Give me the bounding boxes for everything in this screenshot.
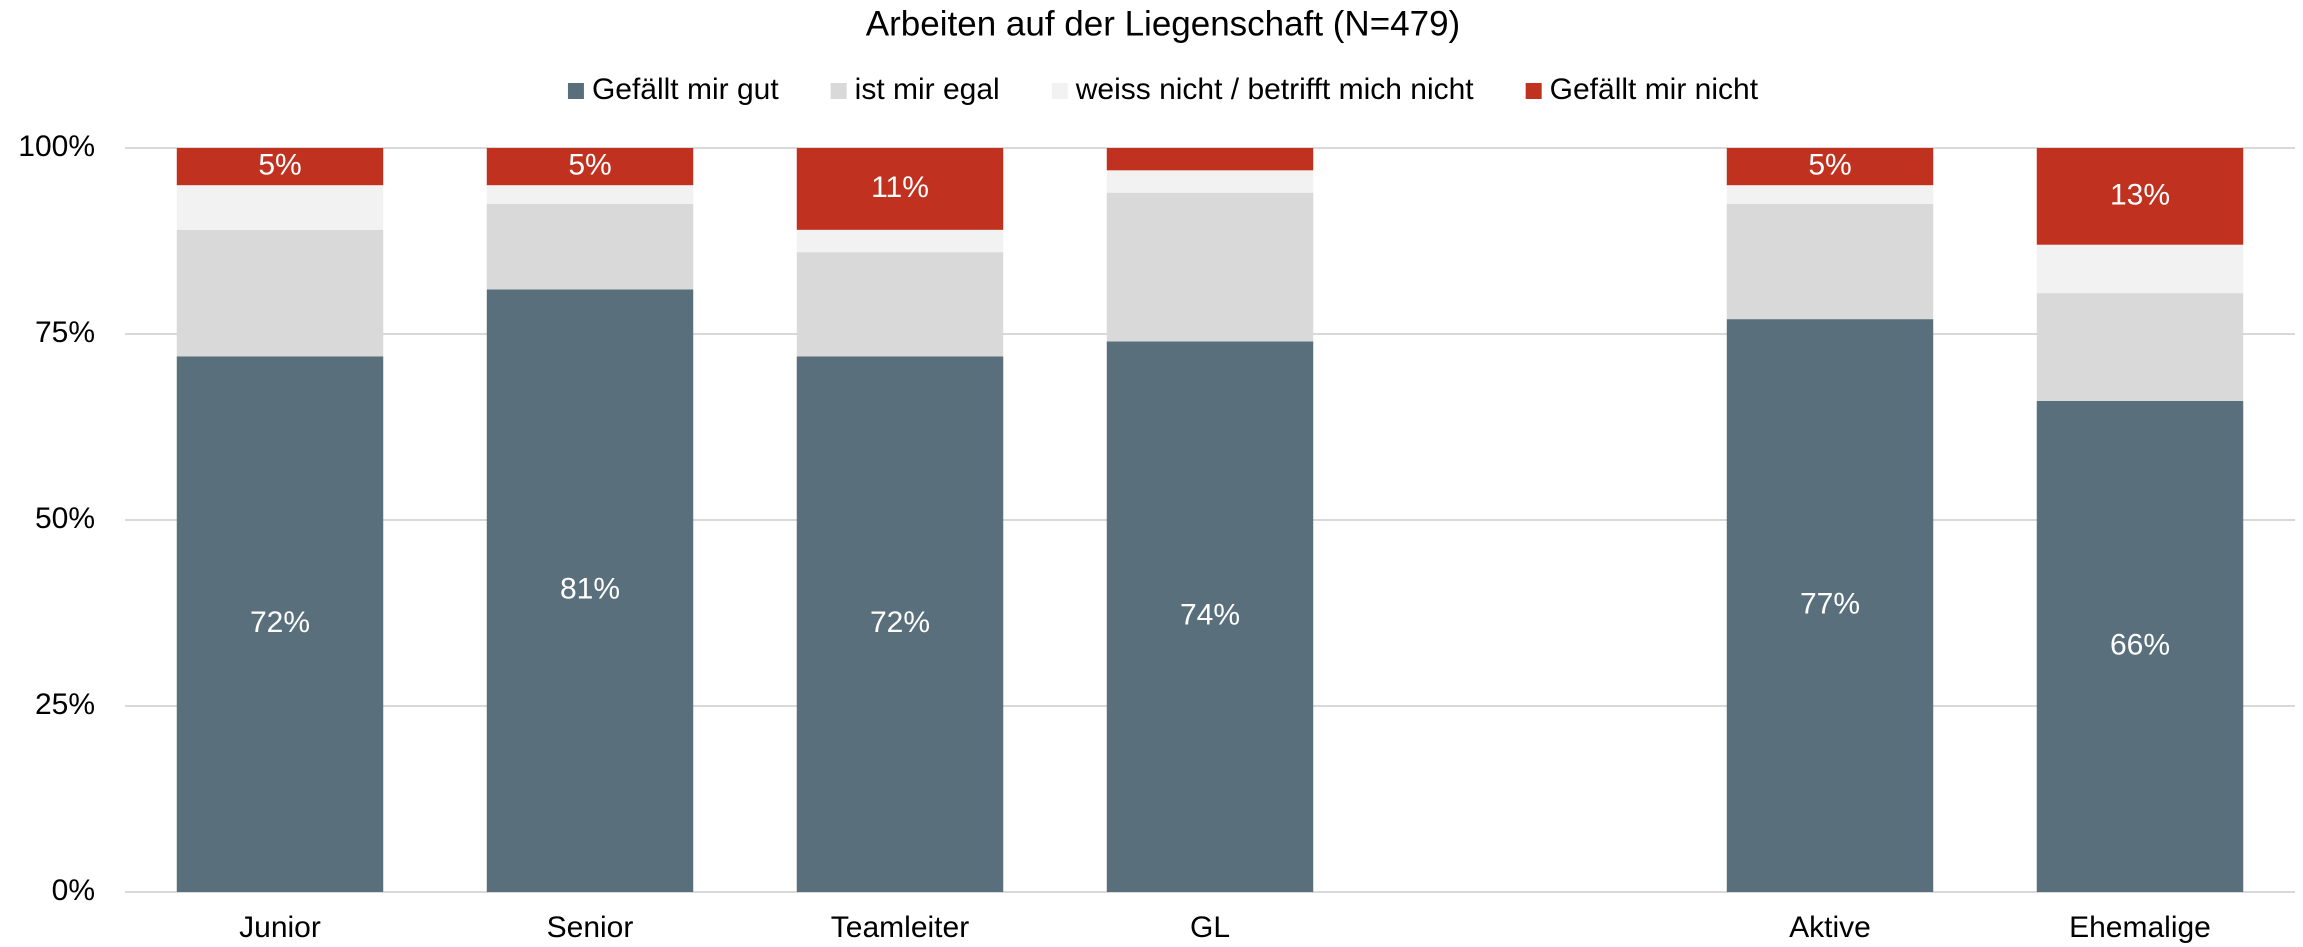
- bar-segment: [2036, 400, 2244, 892]
- y-tick-label: 0%: [52, 874, 95, 907]
- data-label: 5%: [258, 149, 301, 182]
- bar-segment: [1726, 148, 1934, 186]
- x-tick-label: Junior: [239, 911, 321, 944]
- legend-label: Gefällt mir nicht: [1550, 73, 1759, 106]
- data-label: 72%: [870, 606, 930, 639]
- bar-segment: [1106, 170, 1314, 193]
- x-tick-label: Teamleiter: [831, 911, 969, 944]
- bar-segment: [486, 185, 694, 204]
- bar-segment: [2036, 244, 2244, 294]
- y-tick-label: 25%: [35, 688, 95, 721]
- x-tick-label: Ehemalige: [2069, 911, 2211, 944]
- legend-label: weiss nicht / betrifft mich nicht: [1075, 73, 1475, 106]
- bar-segment: [1726, 319, 1934, 892]
- bar-segment: [2036, 293, 2244, 401]
- bar-segment: [486, 289, 694, 892]
- bar-segment: [796, 229, 1004, 253]
- bar-segment: [486, 148, 694, 186]
- y-tick-label: 100%: [18, 130, 95, 163]
- bar-segment: [486, 203, 694, 290]
- legend-marker: [1525, 83, 1542, 99]
- bar-segment: [176, 229, 384, 357]
- x-tick-label: Aktive: [1789, 911, 1871, 944]
- legend-marker: [1051, 83, 1068, 99]
- bar-segment: [796, 252, 1004, 357]
- bar-segment: [796, 148, 1004, 230]
- data-label: 5%: [1808, 149, 1851, 182]
- legend-marker: [567, 83, 584, 99]
- data-label: 77%: [1800, 587, 1860, 620]
- bar-segment: [176, 356, 384, 892]
- bar-segment: [176, 148, 384, 186]
- x-tick-label: GL: [1190, 911, 1230, 944]
- bar-segment: [1106, 148, 1314, 171]
- data-label: 72%: [250, 606, 310, 639]
- x-tick-label: Senior: [547, 911, 634, 944]
- chart-title: Arbeiten auf der Liegenschaft (N=479): [866, 4, 1460, 43]
- bar-segment: [1106, 192, 1314, 342]
- bar-segment: [1726, 203, 1934, 320]
- data-label: 5%: [568, 149, 611, 182]
- y-tick-label: 75%: [35, 316, 95, 349]
- y-tick-label: 50%: [35, 502, 95, 535]
- data-label: 66%: [2110, 628, 2170, 661]
- data-label: 11%: [871, 171, 929, 204]
- legend-label: Gefällt mir gut: [592, 73, 779, 106]
- data-label: 81%: [560, 573, 620, 606]
- bar-segment: [1726, 185, 1934, 204]
- data-label: 13%: [2110, 178, 2170, 211]
- bar-segment: [796, 356, 1004, 892]
- data-label: 74%: [1180, 599, 1240, 632]
- bar-segment: [1106, 341, 1314, 892]
- bar-segment: [2036, 148, 2244, 245]
- legend-marker: [830, 83, 847, 99]
- legend-label: ist mir egal: [855, 73, 1000, 106]
- bar-segment: [176, 185, 384, 230]
